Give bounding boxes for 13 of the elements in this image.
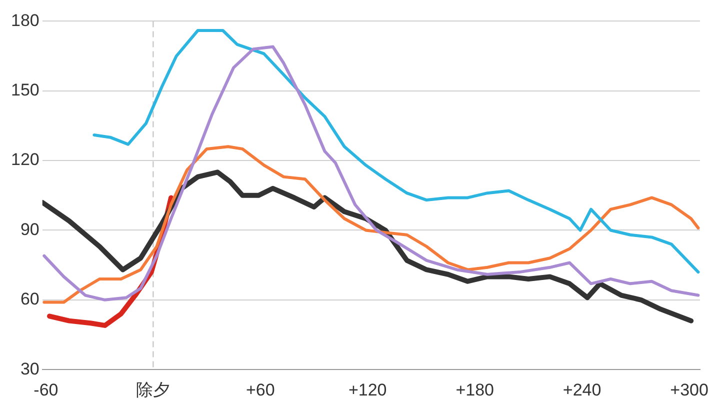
x-tick-label: -60: [34, 380, 58, 400]
x-tick-label: +300: [670, 380, 708, 400]
y-tick-label: 120: [10, 150, 40, 170]
x-tick-label: +60: [246, 380, 275, 400]
y-tick-label: 60: [20, 290, 40, 309]
x-tick-label: 除夕: [136, 380, 170, 400]
x-tick-label: +240: [562, 380, 602, 400]
y-tick-label: 180: [10, 10, 40, 30]
y-tick-label: 150: [10, 80, 40, 100]
y-tick-label: 90: [20, 220, 40, 239]
x-tick-label: +180: [456, 380, 494, 400]
y-tick-label: 30: [20, 359, 40, 378]
x-tick-label: +120: [348, 380, 387, 400]
